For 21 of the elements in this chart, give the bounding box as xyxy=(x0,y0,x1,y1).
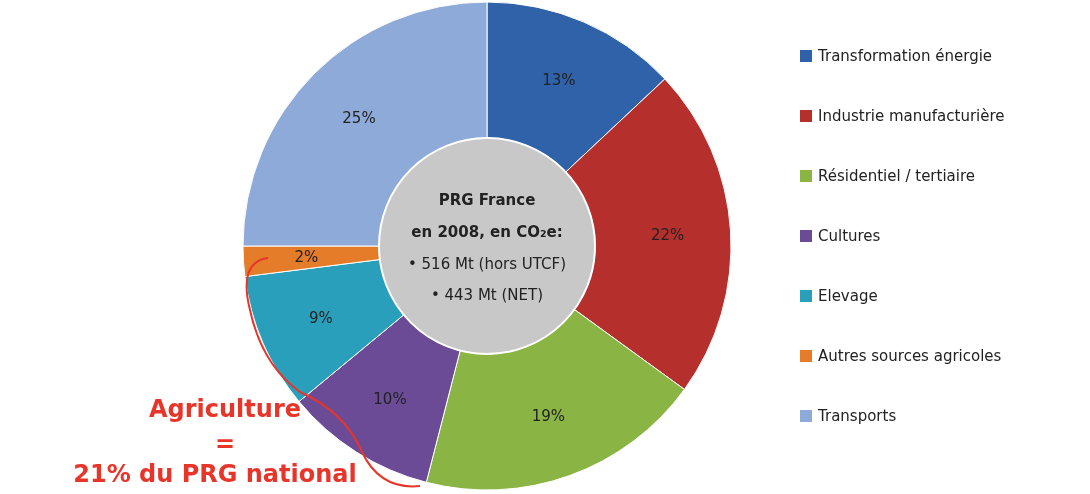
legend-label: Cultures xyxy=(818,227,881,245)
text: Agriculture xyxy=(148,395,302,423)
text: 21% du PRG national xyxy=(73,460,357,488)
text: = xyxy=(214,430,236,458)
text: PRG France xyxy=(438,191,536,209)
data-label: 13% xyxy=(542,70,576,89)
data-label: 9% xyxy=(308,308,333,327)
legend-label: Transformation énergie xyxy=(817,47,993,65)
data-label: 10% xyxy=(373,389,407,408)
legend-label: Industrie manufacturière xyxy=(818,107,1005,125)
data-label: 19% xyxy=(531,407,565,426)
legend-label: Résidentiel / tertiaire xyxy=(818,167,976,185)
text: en 2008, en CO₂e: xyxy=(411,223,563,241)
legend-label: Autres sources agricoles xyxy=(818,347,1002,365)
data-label: 25% xyxy=(342,109,376,128)
legend-label: Transports xyxy=(817,407,897,425)
legend-label: Elevage xyxy=(818,287,878,305)
text: • 443 Mt (NET) xyxy=(430,286,544,304)
text: • 516 Mt (hors UTCF) xyxy=(407,255,567,273)
data-label: 2% xyxy=(294,248,319,267)
data-label: 22% xyxy=(650,225,685,244)
